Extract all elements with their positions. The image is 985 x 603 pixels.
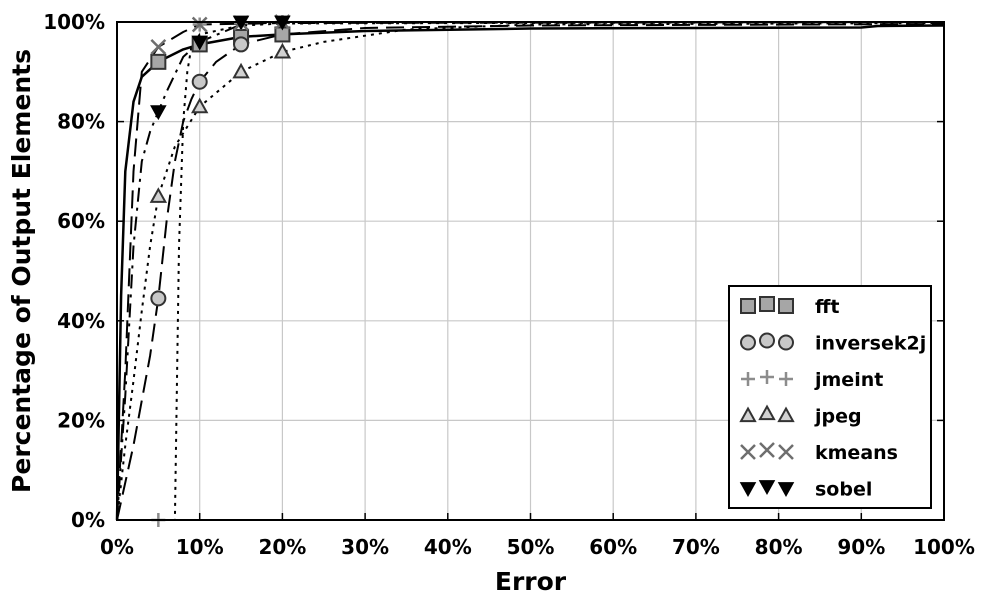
marker-sobel <box>150 105 167 121</box>
legend-marker-kmeans <box>759 442 775 458</box>
marker-sobel <box>191 35 208 51</box>
legend-marker-jpeg <box>777 406 795 423</box>
marker-fft <box>150 53 167 70</box>
x-tick-label: 20% <box>258 535 306 559</box>
marker-kmeans <box>150 39 167 55</box>
legend-marker-jmeint <box>779 372 793 386</box>
y-axis: 0% 20% 40% 60% 80% 100% <box>43 10 944 532</box>
x-tick-label: 90% <box>837 535 885 559</box>
legend-item-jpeg: jpeg <box>739 404 862 428</box>
marker-jpeg <box>191 97 209 114</box>
y-tick-label: 60% <box>57 209 105 233</box>
y-axis-title: Percentage of Output Elements <box>7 49 36 493</box>
legend-marker-fft <box>778 298 794 314</box>
legend-item-inversek2j: inversek2j <box>740 332 926 355</box>
legend-marker-jpeg <box>739 406 757 423</box>
marker-inversek2j <box>150 290 167 307</box>
legend-item-fft: fft <box>740 296 839 318</box>
y-tick-label: 100% <box>43 10 105 34</box>
x-tick-label: 100% <box>913 535 975 559</box>
x-axis-title: Error <box>495 567 567 596</box>
legend-marker-fft <box>740 298 756 314</box>
x-tick-label: 80% <box>755 535 803 559</box>
legend-label: jpeg <box>814 406 862 428</box>
series-line-fft <box>115 24 945 521</box>
x-tick-label: 60% <box>589 535 637 559</box>
legend-label: inversek2j <box>815 333 926 355</box>
x-tick-label: 30% <box>341 535 389 559</box>
legend-marker-sobel <box>758 480 776 496</box>
y-tick-label: 40% <box>57 309 105 333</box>
y-tick-label: 80% <box>57 110 105 134</box>
marker-inversek2j <box>191 73 208 90</box>
x-tick-label: 0% <box>100 535 134 559</box>
series-line-jpeg <box>116 22 945 521</box>
legend-marker-sobel <box>739 482 757 498</box>
x-tick-label: 70% <box>672 535 720 559</box>
series-markers <box>149 14 292 527</box>
legend-marker-jmeint <box>760 370 774 384</box>
x-tick-label: 50% <box>507 535 555 559</box>
legend-marker-inversek2j <box>778 334 794 351</box>
legend-marker-kmeans <box>740 444 756 460</box>
legend-label: jmeint <box>814 369 883 391</box>
y-tick-label: 20% <box>57 408 105 432</box>
marker-jpeg <box>273 42 292 59</box>
marker-kmeans <box>191 16 208 33</box>
marker-jpeg <box>149 187 168 203</box>
legend-marker-jmeint <box>741 372 755 386</box>
legend-marker-inversek2j <box>740 334 756 351</box>
series-line-inversek2j <box>116 23 945 521</box>
x-tick-label: 10% <box>176 535 224 559</box>
x-axis: 0% 10% 20% 30% 40% 50% 60% 70% 80% 90% 100% <box>100 513 975 559</box>
legend-marker-sobel <box>777 482 795 498</box>
legend-marker-kmeans <box>778 444 794 460</box>
series-curves <box>115 21 945 521</box>
legend-label: kmeans <box>815 442 898 464</box>
x-tick-label: 40% <box>424 535 472 559</box>
legend-item-kmeans: kmeans <box>740 442 898 464</box>
legend-marker-fft <box>759 296 775 312</box>
marker-inversek2j <box>233 36 250 53</box>
legend-item-sobel: sobel <box>739 479 872 501</box>
marker-jpeg <box>232 62 250 79</box>
legend-item-jmeint: jmeint <box>741 369 883 391</box>
legend: fft inversek2j jmeint jpeg kmeans sobel <box>728 285 932 509</box>
legend-label: sobel <box>815 479 872 501</box>
legend-label: fft <box>815 296 839 318</box>
legend-box <box>728 285 932 509</box>
plot-area <box>115 14 945 527</box>
series-line-jmeint <box>117 21 945 521</box>
legend-marker-inversek2j <box>759 332 775 349</box>
legend-marker-jpeg <box>758 404 776 421</box>
y-tick-label: 0% <box>71 508 105 532</box>
